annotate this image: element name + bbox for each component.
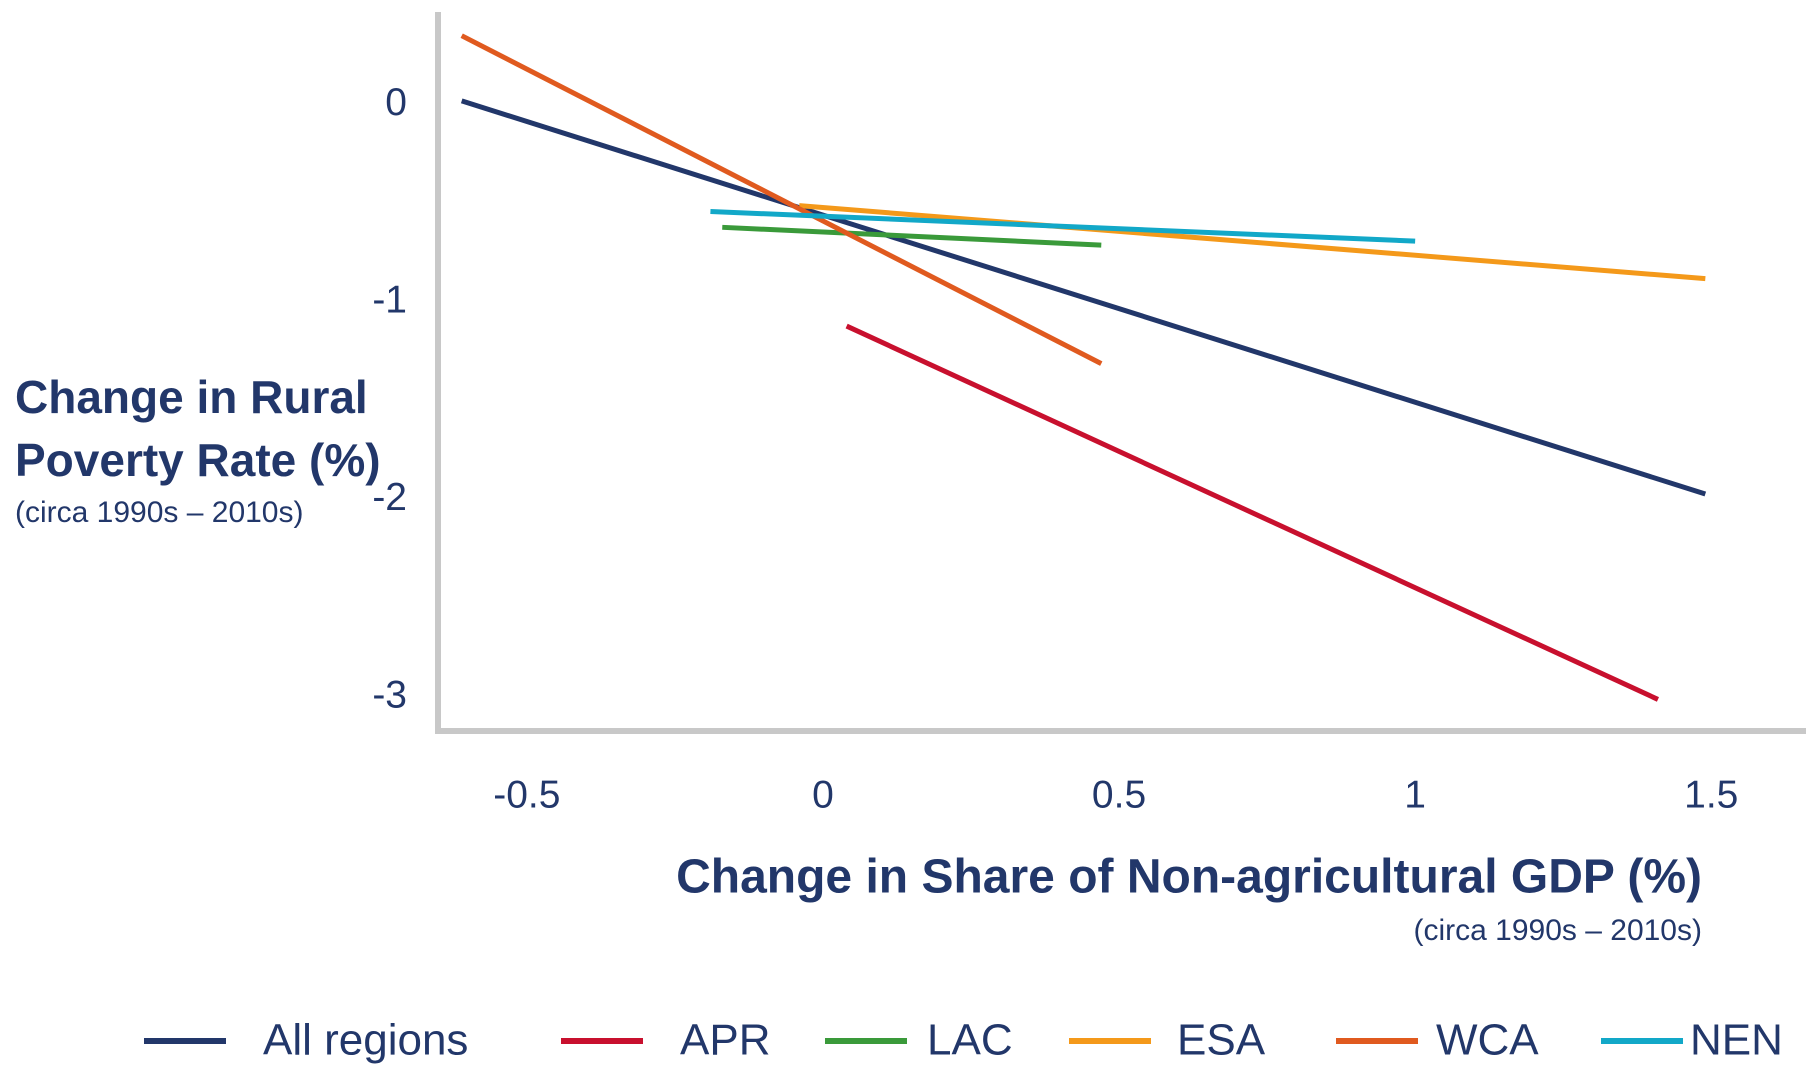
series-line (845, 323, 1659, 702)
series-line (460, 98, 1707, 497)
x-tick-label: 0 (812, 773, 834, 816)
x-tick-label: 1.5 (1684, 773, 1738, 816)
series-line (460, 33, 1103, 366)
series-line (710, 209, 1416, 244)
y-axis-label-block: Change in Rural Poverty Rate (%) (circa … (15, 366, 385, 530)
series-line (799, 203, 1706, 282)
y-axis-label: Change in Rural Poverty Rate (%) (15, 371, 381, 486)
x-axis-label: Change in Share of Non-agricultural GDP … (676, 851, 1702, 904)
x-tick-label: -0.5 (493, 773, 560, 816)
legend-label: NEN (1690, 1016, 1783, 1065)
y-tick-label: -1 (372, 279, 407, 322)
x-tick-label: 1 (1404, 773, 1426, 816)
y-axis-sublabel: (circa 1990s – 2010s) (15, 496, 304, 529)
legend-label: All regions (263, 1016, 468, 1065)
legend-label: WCA (1436, 1016, 1539, 1065)
series-line (722, 224, 1102, 248)
legend-label: LAC (927, 1016, 1013, 1065)
x-axis-sublabel: (circa 1990s – 2010s) (1414, 914, 1703, 947)
x-tick-label: 0.5 (1092, 773, 1146, 816)
legend-label: ESA (1177, 1016, 1266, 1065)
y-tick-label: -2 (372, 476, 407, 519)
legend-label: APR (680, 1016, 770, 1065)
y-tick-label: -3 (372, 674, 407, 717)
y-tick-label: 0 (385, 81, 407, 124)
